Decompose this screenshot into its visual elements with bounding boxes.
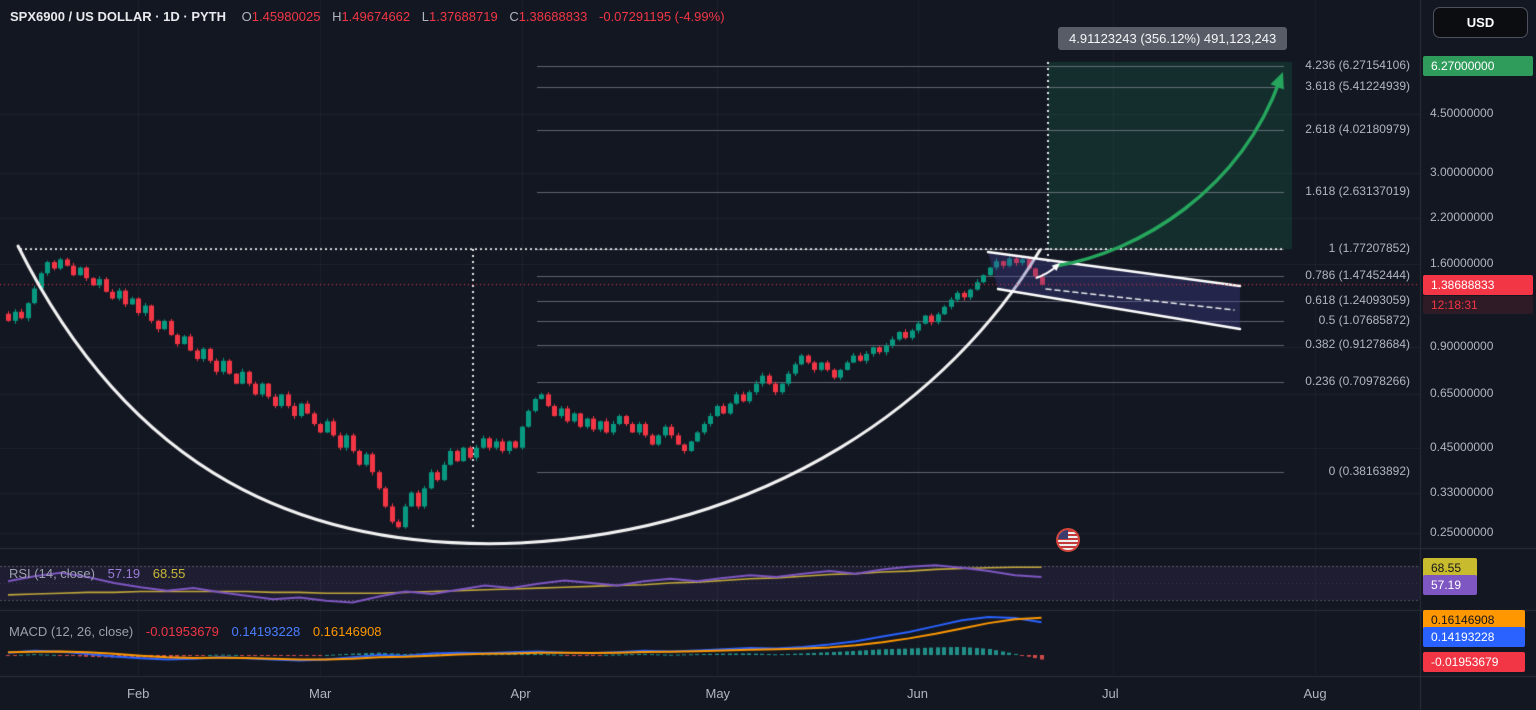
- macd-hist-value-text: -0.01953679: [145, 624, 219, 639]
- fib-level-label: 4.236 (6.27154106): [1305, 57, 1410, 72]
- chart-legend: SPX6900 / US DOLLAR · 1D · PYTH O1.45980…: [10, 9, 725, 24]
- price-tick-label: 0.90000000: [1430, 339, 1494, 354]
- price-tick-label: 0.65000000: [1430, 386, 1494, 401]
- time-axis-label[interactable]: Jun: [907, 686, 928, 701]
- macd-signal-badge: 0.16146908: [1423, 609, 1525, 630]
- time-axis-label[interactable]: Feb: [127, 686, 150, 701]
- candle-countdown: 12:18:31: [1423, 295, 1533, 314]
- fib-level-label: 1 (1.77207852): [1328, 241, 1410, 256]
- price-tick-label: 3.00000000: [1430, 164, 1494, 179]
- price-tick-label: 0.45000000: [1430, 439, 1494, 454]
- macd-pane-title: MACD (12, 26, close) -0.01953679 0.14193…: [9, 624, 382, 639]
- price-tick-label: 0.33000000: [1430, 484, 1494, 499]
- ohlc-low: L1.37688719: [421, 9, 498, 24]
- fib-level-label: 0.5 (1.07685872): [1318, 313, 1410, 328]
- fib-level-label: 0 (0.38163892): [1328, 463, 1410, 478]
- rsi-ma-value-text: 68.55: [152, 566, 186, 581]
- fib-level-label: 2.618 (4.02180979): [1305, 122, 1410, 137]
- time-axis-label[interactable]: May: [705, 686, 731, 701]
- time-axis-label[interactable]: Mar: [309, 686, 332, 701]
- macd-signal-value-text: 0.16146908: [312, 624, 382, 639]
- rsi-ma-badge: 68.55: [1423, 558, 1477, 579]
- rsi-pane-title: RSI (14, close) 57.19 68.55: [9, 566, 185, 581]
- price-tick-label: 2.20000000: [1430, 209, 1494, 224]
- rsi-value-text: 57.19: [107, 566, 141, 581]
- macd-value-text: 0.14193228: [231, 624, 301, 639]
- symbol-title[interactable]: SPX6900 / US DOLLAR · 1D · PYTH: [10, 9, 226, 24]
- fib-level-label: 0.382 (0.91278684): [1305, 337, 1410, 352]
- us-flag-icon: [1056, 528, 1080, 552]
- time-axis-label[interactable]: Jul: [1102, 686, 1119, 701]
- fib-level-label: 0.236 (0.70978266): [1305, 373, 1410, 388]
- time-axis-label[interactable]: Aug: [1303, 686, 1327, 701]
- price-change: -0.07291195 (-4.99%): [599, 9, 725, 24]
- ohlc-open: O1.45980025: [241, 9, 321, 24]
- fib-projection-tooltip: 4.91123243 (356.12%) 491,123,243: [1058, 27, 1288, 50]
- macd-title-label[interactable]: MACD (12, 26, close): [9, 624, 134, 639]
- rsi-title-label[interactable]: RSI (14, close): [9, 566, 95, 581]
- ohlc-high: H1.49674662: [332, 9, 411, 24]
- rsi-value-badge: 57.19: [1423, 575, 1477, 596]
- ohlc-close: C1.38688833: [509, 9, 588, 24]
- fib-level-label: 0.786 (1.47452444): [1305, 267, 1410, 282]
- macd-hist-badge: -0.01953679: [1423, 651, 1525, 672]
- macd-value-badge: 0.14193228: [1423, 626, 1525, 647]
- price-tick-label: 0.25000000: [1430, 524, 1494, 539]
- fib-level-label: 1.618 (2.63137019): [1305, 183, 1410, 198]
- currency-usd-button[interactable]: USD: [1433, 7, 1528, 38]
- price-tick-label: 1.60000000: [1430, 255, 1494, 270]
- fib-level-label: 0.618 (1.24093059): [1305, 292, 1410, 307]
- price-tick-label: 4.50000000: [1430, 106, 1494, 121]
- last-price-badge: 1.38688833: [1423, 274, 1533, 295]
- time-axis-label[interactable]: Apr: [510, 686, 531, 701]
- fib-level-label: 3.618 (5.41224939): [1305, 79, 1410, 94]
- target-price-badge: 6.27000000: [1423, 56, 1533, 76]
